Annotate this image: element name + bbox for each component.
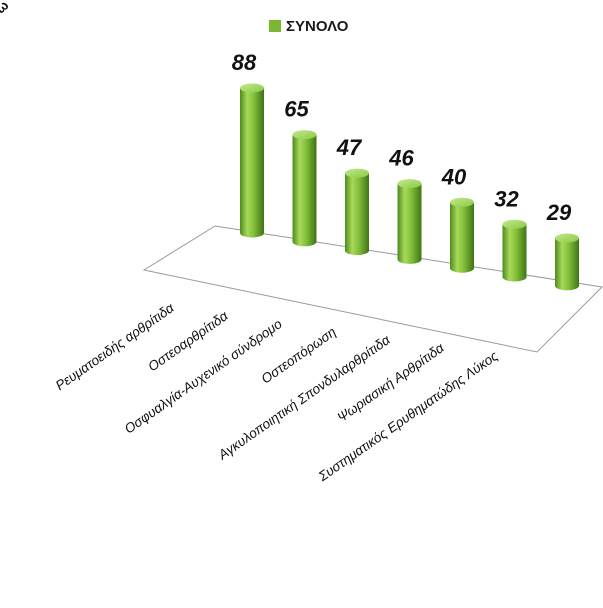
bar-7 xyxy=(555,233,579,291)
bar-top xyxy=(502,219,527,229)
bar-top xyxy=(397,179,422,189)
data-labels: 88 65 47 46 40 32 29 xyxy=(232,50,572,225)
bar-top xyxy=(345,168,369,178)
plot-floor xyxy=(142,225,603,353)
bar-body xyxy=(450,202,474,273)
bar-4 xyxy=(397,179,422,264)
bar-3 xyxy=(345,168,369,256)
data-label: 65 xyxy=(284,97,309,122)
bar-top xyxy=(555,233,579,243)
bar-body xyxy=(397,183,422,264)
bar-1 xyxy=(240,83,264,238)
bar-top xyxy=(292,130,317,140)
bar-body xyxy=(555,238,579,291)
bar-5 xyxy=(450,197,474,273)
legend-swatch xyxy=(269,20,281,32)
data-label: 47 xyxy=(336,135,363,160)
clipped-corner-text: ω xyxy=(0,0,12,17)
category-label: Ψωριασική Αρθρίτιδα xyxy=(334,339,447,425)
bars xyxy=(240,83,579,291)
category-label: Ρευματοειδής αρθρίτιδα xyxy=(53,299,178,393)
bar-body xyxy=(292,134,317,247)
data-label: 29 xyxy=(546,200,572,225)
data-label: 88 xyxy=(232,50,257,75)
legend: ΣΥΝΟΛΟ xyxy=(269,18,349,35)
bar-6 xyxy=(502,219,527,282)
data-label: 32 xyxy=(494,186,519,211)
data-label: 40 xyxy=(441,164,467,189)
legend-label: ΣΥΝΟΛΟ xyxy=(286,18,349,35)
data-label: 46 xyxy=(388,146,414,171)
bar-body xyxy=(240,88,264,238)
bar-top xyxy=(240,83,264,93)
bar-body xyxy=(345,173,369,256)
bar-body xyxy=(502,224,527,282)
bar-2 xyxy=(292,130,317,247)
bar-top xyxy=(450,197,474,207)
